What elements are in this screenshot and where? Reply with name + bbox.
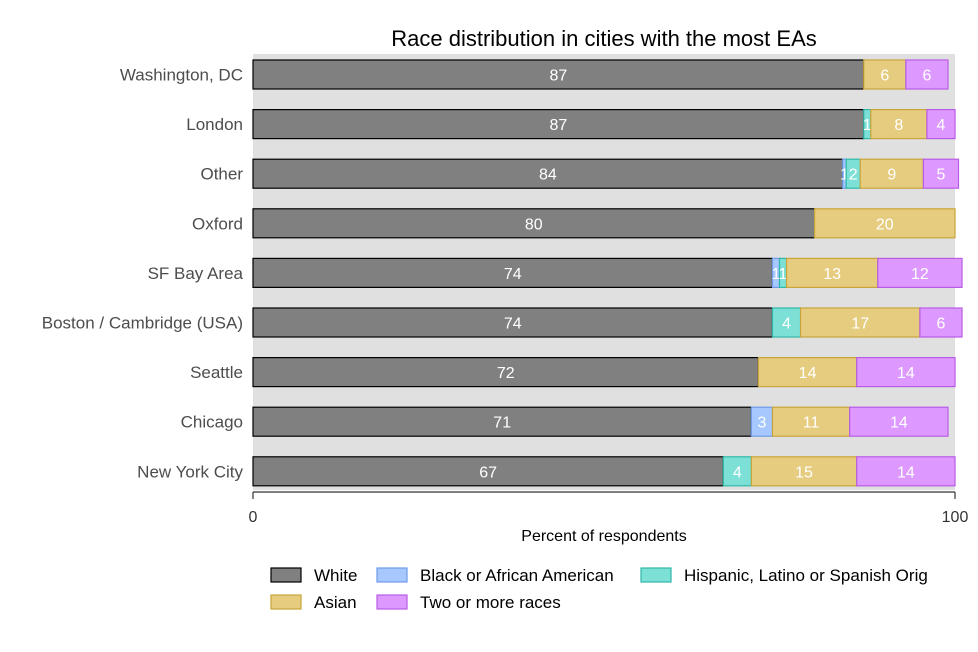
legend-swatch-asian: [270, 594, 302, 610]
data-label-sf-bay-area-asian: 13: [823, 266, 841, 283]
data-label-other-two-or-more-races: 5: [937, 167, 946, 184]
data-label-new-york-city-asian: 15: [795, 464, 813, 481]
chart-title: Race distribution in cities with the mos…: [391, 26, 817, 51]
bar-washington-dc-white: [252, 59, 865, 90]
bar-new-york-city-asian: [750, 456, 858, 487]
bar-sf-bay-area-two-or-more-races: [877, 257, 963, 288]
data-label-washington-dc-white: 87: [549, 68, 567, 85]
data-label-sf-bay-area-hispanic-latino-or-spanish-orig: 1: [779, 266, 788, 283]
legend-swatch-black-or-african-american: [376, 567, 408, 583]
data-label-sf-bay-area-white: 74: [504, 266, 522, 283]
data-label-washington-dc-asian: 6: [880, 68, 889, 85]
data-label-oxford-asian: 20: [876, 216, 894, 233]
bar-seattle-asian: [757, 357, 858, 388]
legend-swatch-white: [270, 567, 302, 583]
bar-oxford-white: [252, 208, 816, 239]
data-label-boston-cambridge-usa-asian: 17: [851, 316, 869, 333]
data-label-chicago-two-or-more-races: 14: [890, 415, 908, 432]
category-label-washington-dc: Washington, DC: [120, 66, 243, 85]
legend-swatch-two-or-more-races: [376, 594, 408, 610]
data-label-chicago-black-or-african-american: 3: [757, 415, 766, 432]
legend-label-black-or-african-american: Black or African American: [420, 566, 614, 585]
bar-chicago-two-or-more-races: [849, 406, 949, 437]
data-label-boston-cambridge-usa-hispanic-latino-or-spanish-orig: 4: [782, 316, 791, 333]
bar-washington-dc-two-or-more-races: [905, 59, 949, 90]
bar-boston-cambridge-usa-white: [252, 307, 774, 338]
data-label-london-white: 87: [549, 117, 567, 134]
legend-label-two-or-more-races: Two or more races: [420, 593, 561, 612]
category-label-seattle: Seattle: [190, 363, 243, 382]
bar-boston-cambridge-usa-hispanic-latino-or-spanish-orig: [771, 307, 802, 338]
category-label-sf-bay-area: SF Bay Area: [148, 264, 244, 283]
bar-london-asian: [870, 108, 928, 140]
bar-seattle-two-or-more-races: [856, 357, 956, 388]
bar-boston-cambridge-usa-two-or-more-races: [919, 307, 963, 338]
data-label-chicago-white: 71: [493, 415, 511, 432]
bar-sf-bay-area-white: [252, 257, 774, 288]
bar-other-asian: [859, 158, 925, 189]
data-label-seattle-two-or-more-races: 14: [897, 365, 915, 382]
data-label-boston-cambridge-usa-white: 74: [504, 316, 522, 333]
bar-london-white: [252, 108, 865, 140]
data-label-other-black-or-african-american: 1: [840, 167, 849, 184]
data-label-other-hispanic-latino-or-spanish-orig: 2: [849, 167, 858, 184]
data-label-new-york-city-white: 67: [479, 464, 497, 481]
data-label-sf-bay-area-black-or-african-american: 1: [772, 266, 781, 283]
legend: White Black or African American Hispanic, …: [270, 566, 928, 612]
category-label-chicago: Chicago: [181, 413, 243, 432]
data-label-boston-cambridge-usa-two-or-more-races: 6: [937, 316, 946, 333]
bar-boston-cambridge-usa-asian: [799, 307, 921, 338]
bar-new-york-city-two-or-more-races: [856, 456, 956, 487]
category-label-london: London: [186, 115, 243, 134]
bar-sf-bay-area-asian: [785, 257, 879, 288]
bar-chicago-asian: [771, 406, 851, 437]
x-tick-label-0: 0: [249, 509, 258, 526]
data-label-other-white: 84: [539, 167, 557, 184]
bar-other-two-or-more-races: [922, 158, 960, 189]
data-label-london-hispanic-latino-or-spanish-orig: 1: [863, 117, 872, 134]
category-label-oxford: Oxford: [192, 214, 243, 233]
bar-washington-dc-asian: [863, 59, 907, 90]
legend-swatch-hispanic-latino-or-spanish-orig: [640, 567, 672, 583]
bar-new-york-city-hispanic-latino-or-spanish-orig: [722, 456, 753, 487]
data-label-oxford-white: 80: [525, 216, 543, 233]
bar-oxford-asian: [813, 208, 956, 239]
data-label-sf-bay-area-two-or-more-races: 12: [911, 266, 929, 283]
data-label-london-two-or-more-races: 4: [937, 117, 946, 134]
legend-label-white: White: [314, 566, 357, 585]
legend-label-asian: Asian: [314, 593, 357, 612]
category-label-other: Other: [200, 165, 243, 184]
data-label-seattle-asian: 14: [799, 365, 817, 382]
data-label-chicago-asian: 11: [803, 415, 820, 432]
data-label-washington-dc-two-or-more-races: 6: [922, 68, 931, 85]
category-labels-group: Washington, DC London Other Oxford SF Bay Ar…: [42, 66, 244, 482]
x-axis-title: Percent of respondents: [521, 528, 686, 545]
data-label-new-york-city-two-or-more-races: 14: [897, 464, 915, 481]
data-label-new-york-city-hispanic-latino-or-spanish-orig: 4: [733, 464, 742, 481]
category-label-boston-cambridge-usa: Boston / Cambridge (USA): [42, 314, 243, 333]
legend-label-hispanic-latino-or-spanish-orig: Hispanic, Latino or Spanish Orig: [684, 566, 928, 585]
bar-london-two-or-more-races: [926, 108, 956, 140]
bar-new-york-city-white: [252, 456, 724, 487]
data-label-london-asian: 8: [894, 117, 903, 134]
bar-other-white: [252, 158, 844, 189]
x-tick-label-100: 100: [942, 509, 969, 526]
data-label-other-asian: 9: [887, 167, 896, 184]
data-label-seattle-white: 72: [497, 365, 515, 382]
category-label-new-york-city: New York City: [137, 462, 243, 481]
